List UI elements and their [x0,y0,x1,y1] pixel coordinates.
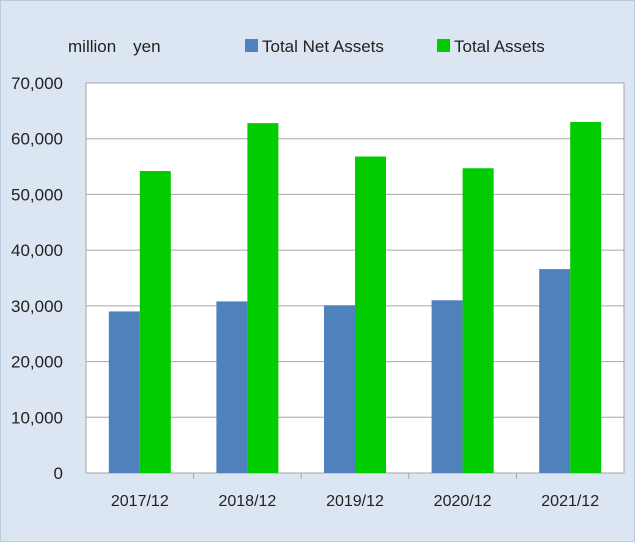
unit-label: million yen [68,37,161,56]
bars [108,122,602,474]
y-tick-label: 70,000 [11,74,63,93]
legend-label-total-net-assets: Total Net Assets [262,37,384,56]
bar-total-assets [462,168,494,473]
bar-total-assets [139,171,171,473]
legend-label-total-assets: Total Assets [454,37,545,56]
legend-swatch-total-net-assets [245,39,258,52]
y-tick-label: 50,000 [11,185,63,204]
x-category-label: 2017/12 [111,493,169,510]
bar-total-net-assets [431,300,463,473]
x-category-label: 2019/12 [326,493,384,510]
bar-total-assets [355,156,386,474]
y-tick-label: 20,000 [11,353,63,372]
y-tick-label: 10,000 [11,408,63,427]
y-tick-label: 30,000 [11,297,63,316]
y-axis-ticks: 0 10,000 20,000 30,000 40,000 50,000 60,000 70,… [11,74,63,483]
bar-total-net-assets [108,311,140,473]
legend-swatch-total-assets [437,39,450,52]
x-category-label: 2020/12 [434,493,492,510]
y-tick-label: 40,000 [11,241,63,260]
bar-total-assets [570,122,602,473]
x-category-label: 2021/12 [541,493,599,510]
bar-total-assets [247,123,279,473]
x-category-label: 2018/12 [218,493,276,510]
x-axis-categories: 2017/12 2018/12 2019/12 2020/12 2021/12 [111,473,599,510]
bar-total-net-assets [216,301,248,473]
y-tick-label: 60,000 [11,130,63,149]
y-tick-label: 0 [54,464,63,483]
bar-total-net-assets [324,305,355,473]
bar-total-net-assets [539,269,571,473]
